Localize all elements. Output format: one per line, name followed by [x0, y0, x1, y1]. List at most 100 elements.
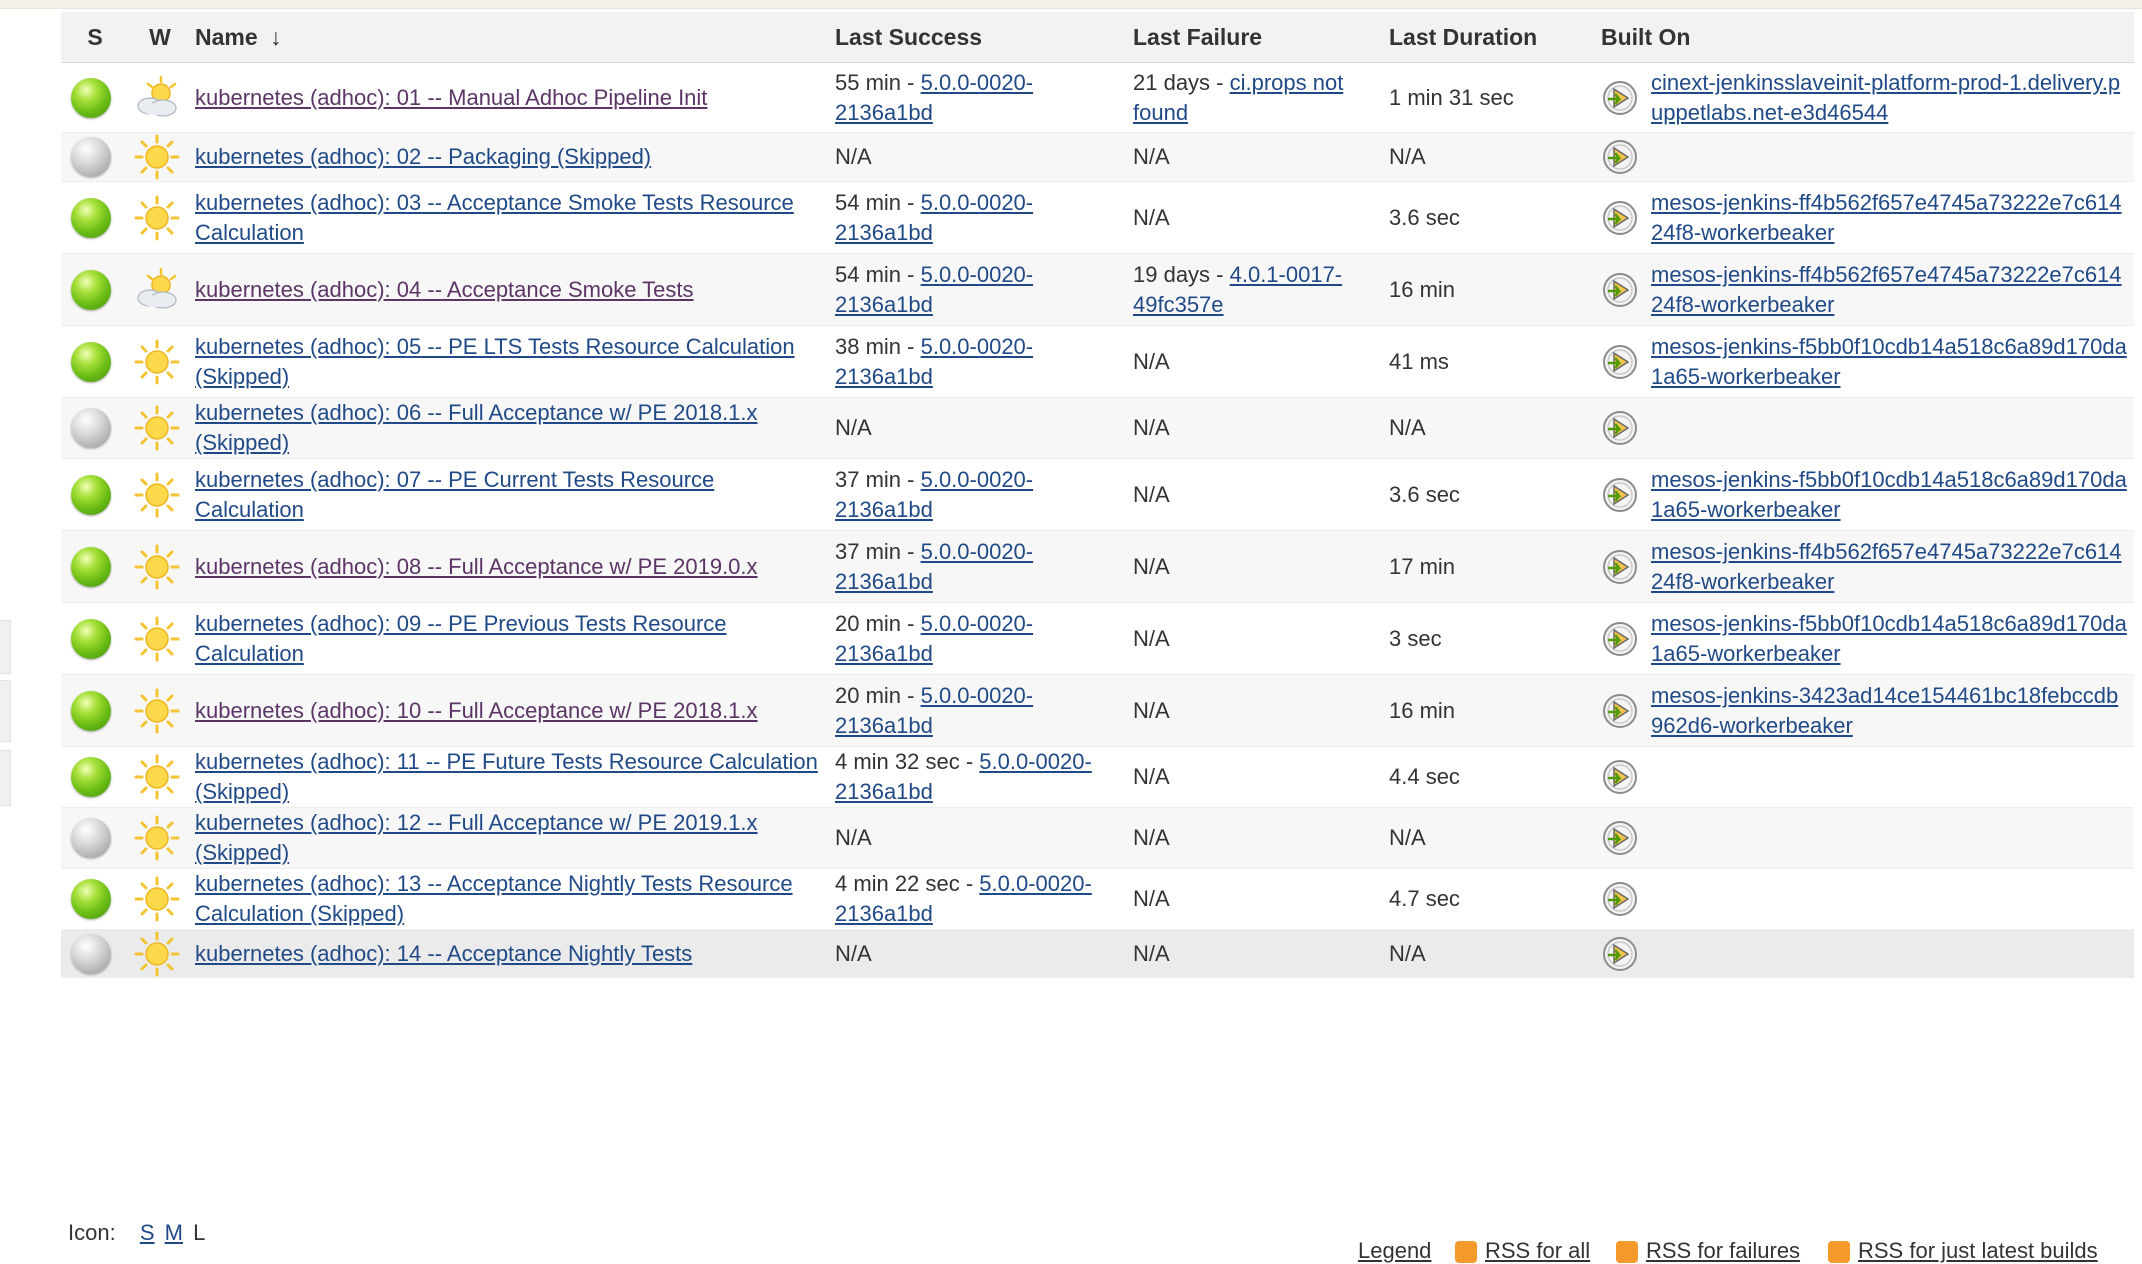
last-success-build-link[interactable]: 5.0.0-0020-2136a1bd [835, 749, 1092, 804]
last-failure-build-link[interactable]: 4.0.1-0017-49fc357e [1133, 261, 1343, 317]
rss-icon [1616, 1241, 1638, 1264]
job-name-link[interactable]: kubernetes (adhoc): 04 -- Acceptance Smo… [195, 276, 694, 302]
col-weather-header[interactable]: W [129, 12, 191, 63]
table-row: kubernetes (adhoc): 12 -- Full Acceptanc… [61, 807, 2134, 869]
job-name-link[interactable]: kubernetes (adhoc): 10 -- Full Acceptanc… [195, 697, 758, 723]
weather-cell [129, 325, 191, 398]
built-on-node-link[interactable]: mesos-jenkins-ff4b562f657e4745a73222e7c6… [1651, 261, 2122, 317]
built-on-node-link[interactable]: mesos-jenkins-ff4b562f657e4745a73222e7c6… [1651, 538, 2122, 594]
last-success-build-link[interactable]: 5.0.0-0020-2136a1bd [835, 261, 1034, 317]
last-success-build-link[interactable]: 5.0.0-0020-2136a1bd [835, 682, 1034, 738]
last-success-build-link[interactable]: 5.0.0-0020-2136a1bd [835, 466, 1034, 522]
built-on-cell: mesos-jenkins-f5bb0f10cdb14a518c6a89d170… [1647, 602, 2134, 675]
status-disabled-icon [71, 934, 111, 974]
schedule-build-icon[interactable] [1601, 476, 1639, 514]
built-on-node-link[interactable]: mesos-jenkins-3423ad14ce154461bc18febccd… [1651, 682, 2119, 738]
col-last-success-header[interactable]: Last Success [831, 12, 1129, 63]
weather-sunny-icon [133, 133, 181, 181]
job-name-link[interactable]: kubernetes (adhoc): 09 -- PE Previous Te… [195, 610, 727, 666]
rss-failures-link[interactable]: RSS for failures [1646, 1238, 1801, 1263]
schedule-build-cell [1597, 397, 1647, 459]
last-success-build-link[interactable]: 5.0.0-0020-2136a1bd [835, 538, 1034, 594]
col-built-on-header[interactable]: Built On [1597, 12, 2134, 63]
job-name-link[interactable]: kubernetes (adhoc): 02 -- Packaging (Ski… [195, 144, 652, 169]
last-success-build-link[interactable]: 5.0.0-0020-2136a1bd [835, 333, 1034, 389]
col-status-header[interactable]: S [61, 12, 129, 63]
schedule-build-icon[interactable] [1601, 880, 1639, 918]
schedule-build-cell [1597, 132, 1647, 182]
schedule-build-cell [1597, 181, 1647, 254]
job-name-cell: kubernetes (adhoc): 04 -- Acceptance Smo… [191, 253, 831, 326]
built-on-node-link[interactable]: cinext-jenkinsslaveinit-platform-prod-1.… [1651, 69, 2121, 125]
job-name-cell: kubernetes (adhoc): 14 -- Acceptance Nig… [191, 929, 831, 978]
col-last-duration-header[interactable]: Last Duration [1385, 12, 1597, 63]
schedule-build-icon[interactable] [1601, 548, 1639, 586]
weather-sunny-icon [133, 753, 181, 801]
last-failure-build-link[interactable]: ci.props not found [1133, 69, 1344, 125]
weather-cell [129, 530, 191, 603]
col-name-label: Name [195, 23, 258, 50]
sidebar-edge-lower [0, 680, 11, 742]
last-success-cell: 37 min - 5.0.0-0020-2136a1bd [831, 458, 1129, 531]
last-success-time: 55 min - [835, 69, 921, 95]
legend-link[interactable]: Legend [1358, 1238, 1432, 1263]
schedule-build-icon[interactable] [1601, 271, 1639, 309]
built-on-node-link[interactable]: mesos-jenkins-f5bb0f10cdb14a518c6a89d170… [1651, 333, 2127, 389]
built-on-node-link[interactable]: mesos-jenkins-f5bb0f10cdb14a518c6a89d170… [1651, 466, 2127, 522]
last-duration-cell: 3.6 sec [1385, 458, 1597, 531]
col-name-header[interactable]: Name ↓ [191, 12, 831, 63]
built-on-node-link[interactable]: mesos-jenkins-ff4b562f657e4745a73222e7c6… [1651, 189, 2122, 245]
weather-sunny-icon [133, 930, 181, 978]
rss-latest-link[interactable]: RSS for just latest builds [1858, 1238, 2098, 1263]
last-failure-cell: N/A [1129, 181, 1385, 254]
last-success-cell: 37 min - 5.0.0-0020-2136a1bd [831, 530, 1129, 603]
icon-size-s-link[interactable]: S [139, 1220, 155, 1245]
schedule-build-icon[interactable] [1601, 409, 1639, 447]
job-name-link[interactable]: kubernetes (adhoc): 06 -- Full Acceptanc… [195, 400, 758, 455]
schedule-build-icon[interactable] [1601, 620, 1639, 658]
sort-arrow-icon: ↓ [270, 23, 282, 50]
icon-size-m-link[interactable]: M [164, 1220, 183, 1245]
schedule-build-cell [1597, 746, 1647, 808]
built-on-node-link[interactable]: mesos-jenkins-f5bb0f10cdb14a518c6a89d170… [1651, 610, 2127, 666]
last-success-time: 37 min - [835, 466, 921, 492]
schedule-build-icon[interactable] [1601, 935, 1639, 973]
job-name-link[interactable]: kubernetes (adhoc): 01 -- Manual Adhoc P… [195, 84, 708, 110]
last-failure-cell: N/A [1129, 132, 1385, 182]
last-success-build-link[interactable]: 5.0.0-0020-2136a1bd [835, 69, 1034, 125]
schedule-build-cell [1597, 325, 1647, 398]
schedule-build-icon[interactable] [1601, 138, 1639, 176]
built-on-cell: mesos-jenkins-ff4b562f657e4745a73222e7c6… [1647, 253, 2134, 326]
built-on-cell: cinext-jenkinsslaveinit-platform-prod-1.… [1647, 62, 2134, 133]
table-row: kubernetes (adhoc): 07 -- PE Current Tes… [61, 458, 2134, 531]
built-on-cell: mesos-jenkins-f5bb0f10cdb14a518c6a89d170… [1647, 325, 2134, 398]
job-name-link[interactable]: kubernetes (adhoc): 12 -- Full Acceptanc… [195, 810, 758, 865]
job-name-link[interactable]: kubernetes (adhoc): 05 -- PE LTS Tests R… [195, 333, 795, 389]
status-success-icon [71, 341, 111, 382]
job-name-link[interactable]: kubernetes (adhoc): 14 -- Acceptance Nig… [195, 941, 693, 966]
schedule-build-icon[interactable] [1601, 343, 1639, 381]
schedule-build-icon[interactable] [1601, 819, 1639, 857]
last-failure-cell: N/A [1129, 325, 1385, 398]
job-name-link[interactable]: kubernetes (adhoc): 11 -- PE Future Test… [195, 749, 818, 804]
job-name-link[interactable]: kubernetes (adhoc): 07 -- PE Current Tes… [195, 466, 715, 522]
job-name-link[interactable]: kubernetes (adhoc): 03 -- Acceptance Smo… [195, 189, 794, 245]
job-name-cell: kubernetes (adhoc): 09 -- PE Previous Te… [191, 602, 831, 675]
schedule-build-icon[interactable] [1601, 199, 1639, 237]
status-cell [61, 674, 129, 747]
status-cell [61, 397, 129, 459]
job-name-cell: kubernetes (adhoc): 11 -- PE Future Test… [191, 746, 831, 808]
weather-sunny-icon [133, 814, 181, 862]
last-success-build-link[interactable]: 5.0.0-0020-2136a1bd [835, 189, 1034, 245]
job-name-link[interactable]: kubernetes (adhoc): 08 -- Full Acceptanc… [195, 553, 758, 579]
last-success-build-link[interactable]: 5.0.0-0020-2136a1bd [835, 610, 1034, 666]
job-name-link[interactable]: kubernetes (adhoc): 13 -- Acceptance Nig… [195, 871, 793, 926]
last-duration-cell: 4.7 sec [1385, 868, 1597, 930]
schedule-build-icon[interactable] [1601, 758, 1639, 796]
weather-sunny-icon [133, 404, 181, 452]
last-success-build-link[interactable]: 5.0.0-0020-2136a1bd [835, 871, 1092, 926]
rss-all-link[interactable]: RSS for all [1485, 1238, 1591, 1263]
schedule-build-icon[interactable] [1601, 79, 1639, 117]
schedule-build-icon[interactable] [1601, 692, 1639, 730]
col-last-failure-header[interactable]: Last Failure [1129, 12, 1385, 63]
